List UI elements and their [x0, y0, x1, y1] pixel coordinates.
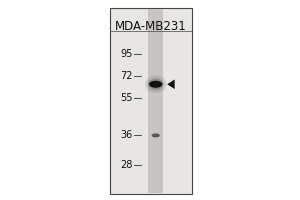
- Ellipse shape: [145, 75, 167, 93]
- Text: 72: 72: [120, 71, 133, 81]
- FancyBboxPatch shape: [148, 9, 163, 193]
- Ellipse shape: [149, 81, 162, 88]
- Text: 95: 95: [120, 49, 133, 59]
- Text: 55: 55: [120, 93, 133, 103]
- Ellipse shape: [148, 79, 164, 90]
- Text: MDA-MB231: MDA-MB231: [115, 20, 187, 33]
- Ellipse shape: [152, 133, 160, 137]
- FancyBboxPatch shape: [110, 8, 192, 194]
- Polygon shape: [167, 79, 175, 89]
- Text: 28: 28: [120, 160, 133, 170]
- Text: 36: 36: [120, 130, 133, 140]
